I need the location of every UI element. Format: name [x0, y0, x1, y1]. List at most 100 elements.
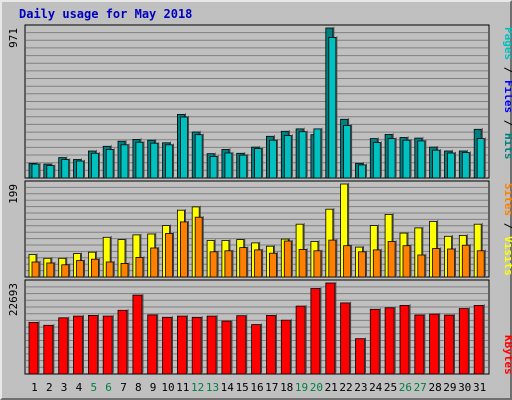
- kbytes-bar-fill: [176, 315, 187, 375]
- sites-bar-side: [276, 251, 278, 277]
- pages-bar-side: [142, 140, 145, 178]
- legends: Pages / Files / Hits Sites / Visits KBytes: [502, 27, 512, 375]
- sites-bar-side: [202, 215, 204, 277]
- pages-bar-side: [380, 141, 382, 178]
- kbytes-bar-side: [97, 313, 99, 374]
- chart-panels: [24, 24, 490, 375]
- sites-bar: [254, 248, 264, 278]
- kbytes-bar-side: [127, 308, 129, 374]
- sites-bar-side: [128, 261, 130, 277]
- kbytes-bar-fill: [355, 338, 365, 375]
- sites-bar-fill: [239, 247, 248, 278]
- kbytes-bar: [325, 281, 337, 375]
- sites-bar-side: [484, 249, 486, 277]
- pages-bar: [283, 134, 293, 179]
- x-tick-label: 30: [458, 381, 471, 394]
- pages-bar-fill: [432, 149, 441, 179]
- legend-kbytes: KBytes: [502, 335, 512, 375]
- legend-sites-visits-part: Visits: [502, 236, 512, 276]
- pages-bar: [372, 141, 382, 179]
- kbytes-bar-side: [468, 307, 470, 374]
- kbytes-bar-side: [349, 301, 352, 374]
- sites-bar-fill: [165, 233, 173, 278]
- pages-bar-fill: [447, 152, 455, 179]
- kbytes-bar-side: [364, 337, 366, 374]
- pages-bar-side: [246, 153, 249, 178]
- pages-bar-fill: [476, 138, 485, 179]
- kbytes-bar: [458, 307, 470, 375]
- kbytes-bar: [280, 318, 292, 375]
- kbytes-bar-side: [319, 287, 322, 374]
- pages-bar: [239, 153, 249, 179]
- kbytes-bar-side: [290, 318, 292, 374]
- x-tick-label: 25: [384, 381, 397, 394]
- sites-bar-fill: [135, 256, 144, 278]
- sites-bar-fill: [105, 261, 114, 278]
- y-max-label: 971: [7, 28, 20, 48]
- sites-bar-fill: [343, 245, 352, 278]
- pages-bar-fill: [150, 142, 159, 179]
- kbytes-bar-side: [82, 314, 84, 374]
- sites-bar-fill: [150, 247, 159, 278]
- sites-bar-side: [395, 240, 397, 277]
- x-tick-label: 10: [161, 381, 174, 394]
- pages-bar-side: [410, 138, 412, 178]
- pages-bar: [343, 124, 353, 179]
- kbytes-bar-fill: [117, 309, 128, 375]
- pages-bar-fill: [343, 125, 352, 179]
- legend-pages-files-hits-part: /: [502, 113, 512, 133]
- sites-bar-side: [157, 246, 160, 277]
- kbytes-bar-side: [112, 314, 114, 374]
- kbytes-bar: [102, 314, 114, 375]
- x-tick-label: 7: [120, 381, 127, 394]
- pages-bar: [135, 140, 145, 179]
- pages-bar: [209, 154, 219, 179]
- legend-pages-files-hits-part: Files: [502, 80, 512, 113]
- kbytes-bar: [206, 314, 218, 375]
- sites-bar: [165, 232, 174, 278]
- pages-bar-side: [157, 141, 160, 178]
- kbytes-bar-fill: [102, 315, 113, 375]
- pages-bar: [120, 143, 130, 179]
- sites-bar-side: [172, 232, 174, 277]
- x-tick-label: 20: [310, 381, 323, 394]
- pages-bar: [358, 163, 367, 179]
- kbytes-bar-side: [38, 320, 40, 374]
- pages-bar: [387, 137, 397, 179]
- sites-bar-fill: [194, 216, 203, 278]
- sites-bar-side: [350, 244, 353, 277]
- pages-bar-side: [484, 137, 486, 178]
- sites-bar: [209, 250, 219, 278]
- sites-bar-fill: [298, 248, 307, 278]
- sites-bar-fill: [91, 258, 99, 278]
- kbytes-bar-fill: [28, 321, 39, 375]
- pages-bar-fill: [372, 142, 381, 179]
- kbytes-bar: [28, 320, 40, 375]
- pages-bar-side: [439, 148, 442, 178]
- kbytes-bar-side: [230, 319, 233, 374]
- pages-bar-side: [68, 158, 71, 178]
- sites-bar-side: [217, 250, 219, 277]
- pages-bar: [328, 35, 338, 179]
- pages-bar: [31, 162, 41, 179]
- pages-bar-fill: [179, 116, 188, 179]
- kbytes-bar-fill: [206, 315, 217, 375]
- kbytes-bar: [384, 306, 396, 375]
- kbytes-bar-fill: [58, 317, 69, 375]
- sites-bar: [417, 253, 427, 278]
- kbytes-bar-side: [453, 313, 455, 374]
- sites-bar: [61, 263, 71, 278]
- kbytes-bar-side: [305, 304, 307, 374]
- pages-bar-side: [365, 163, 367, 178]
- x-tick-label: 23: [354, 381, 367, 394]
- kbytes-bar: [369, 307, 381, 375]
- sites-bar: [120, 261, 130, 278]
- kbytes-bar-fill: [236, 315, 247, 375]
- kbytes-bar-side: [409, 303, 411, 374]
- kbytes-bar: [191, 315, 203, 375]
- sites-bar-fill: [372, 249, 381, 278]
- x-tick-label: 13: [206, 381, 219, 394]
- pages-bar: [254, 147, 264, 179]
- pages-bar-side: [276, 138, 278, 178]
